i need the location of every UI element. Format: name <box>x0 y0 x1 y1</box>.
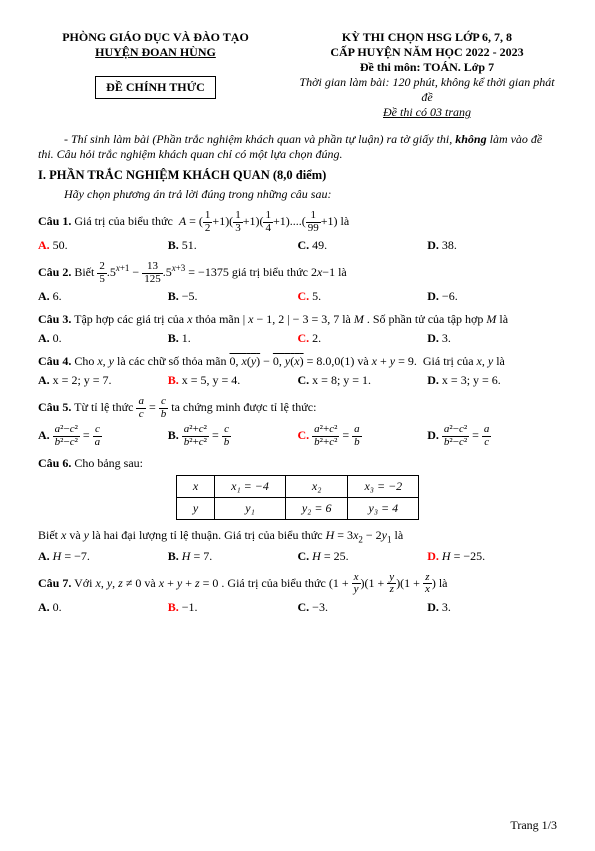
q1-options: A. 50. B. 51. C. 49. D. 38. <box>38 238 557 253</box>
q5-opt-a: A. a²−c²b²−c² = ca <box>38 424 168 448</box>
question-4: Câu 4. Cho x, y là các chữ số thỏa mãn 0… <box>38 354 557 369</box>
q6-text: Cho bảng sau: <box>74 456 143 470</box>
q6-label: Câu 6. <box>38 456 71 470</box>
q3-opt-d: D. 3. <box>427 331 557 346</box>
q5-label: Câu 5. <box>38 400 71 414</box>
q7-opt-b: B. −1. <box>168 600 298 615</box>
section-1-title: I. PHẦN TRẮC NGHIỆM KHÁCH QUAN (8,0 điểm… <box>38 168 557 183</box>
question-2: Câu 2. Biết 25.5x+1 − 13125.5x+3 = −1375… <box>38 261 557 285</box>
q6-cell-y3: y₃ = 4 <box>348 498 419 520</box>
q1-label: Câu 1. <box>38 214 71 228</box>
q6-line2: Biết x và y là hai đại lượng tỉ lệ thuận… <box>38 528 557 544</box>
exam-title-2: CẤP HUYỆN NĂM HỌC 2022 - 2023 <box>297 45 557 60</box>
q2-text: Biết 25.5x+1 − 13125.5x+3 = −1375 giá tr… <box>74 265 346 279</box>
q6-cell-x3: x₃ = −2 <box>348 476 419 498</box>
official-wrap: ĐỀ CHÍNH THỨC <box>38 68 273 99</box>
q6-options: A. H = −7. B. H = 7. C. H = 25. D. H = −… <box>38 549 557 564</box>
q6-cell-x1: x₁ = −4 <box>215 476 286 498</box>
header-right: KỲ THI CHỌN HSG LỚP 6, 7, 8 CẤP HUYỆN NĂ… <box>297 30 557 120</box>
question-7: Câu 7. Với x, y, z ≠ 0 và x + y + z = 0 … <box>38 572 557 596</box>
q2-opt-a: A. 6. <box>38 289 168 304</box>
q5-opt-b: B. a²+c²b²+c² = cb <box>168 424 298 448</box>
exam-title-1: KỲ THI CHỌN HSG LỚP 6, 7, 8 <box>297 30 557 45</box>
q6-opt-d: D. H = −25. <box>427 549 557 564</box>
q2-opt-d: D. −6. <box>427 289 557 304</box>
q6-opt-b: B. H = 7. <box>168 549 298 564</box>
q7-opt-a: A. 0. <box>38 600 168 615</box>
official-box: ĐỀ CHÍNH THỨC <box>95 76 216 99</box>
q4-opt-d: D. x = 3; y = 6. <box>427 373 557 388</box>
q7-opt-c: C. −3. <box>298 600 428 615</box>
q2-opt-c: C. 5. <box>298 289 428 304</box>
q6-cell-x: x <box>176 476 214 498</box>
header-left: PHÒNG GIÁO DỤC VÀ ĐÀO TẠO HUYỆN ĐOAN HÙN… <box>38 30 273 120</box>
q7-options: A. 0. B. −1. C. −3. D. 3. <box>38 600 557 615</box>
authority-line2: HUYỆN ĐOAN HÙNG <box>38 45 273 60</box>
q6-cell-y: y <box>176 498 214 520</box>
q2-opt-b: B. −5. <box>168 289 298 304</box>
question-5: Câu 5. Từ tỉ lệ thức ac = cb ta chứng mi… <box>38 396 557 420</box>
q4-options: A. x = 2; y = 7. B. x = 5, y = 4. C. x =… <box>38 373 557 388</box>
exam-duration: Thời gian làm bài: 120 phút, không kể th… <box>297 75 557 105</box>
q1-opt-a: A. 50. <box>38 238 168 253</box>
q4-opt-b: B. x = 5, y = 4. <box>168 373 298 388</box>
q4-opt-c: C. x = 8; y = 1. <box>298 373 428 388</box>
question-3: Câu 3. Tập hợp các giá trị của x thỏa mã… <box>38 312 557 327</box>
question-1: Câu 1. Giá trị của biểu thức A = (12+1)(… <box>38 210 557 234</box>
q1-opt-d: D. 38. <box>427 238 557 253</box>
q2-label: Câu 2. <box>38 265 71 279</box>
q1-text: Giá trị của biểu thức A = (12+1)(13+1)(1… <box>74 214 349 228</box>
q6-cell-y1: y₁ <box>215 498 286 520</box>
q5-opt-c: C. a²+c²b²+c² = ab <box>298 424 428 448</box>
q5-text: Từ tỉ lệ thức ac = cb ta chứng minh được… <box>74 400 316 414</box>
q6-cell-y2: y₂ = 6 <box>285 498 348 520</box>
q3-opt-c: C. 2. <box>298 331 428 346</box>
exam-pages: Đề thi có 03 trang <box>297 105 557 120</box>
q6-opt-a: A. H = −7. <box>38 549 168 564</box>
q4-text: Cho x, y là các chữ số thỏa mãn 0, x(y) … <box>74 354 505 368</box>
q2-options: A. 6. B. −5. C. 5. D. −6. <box>38 289 557 304</box>
q7-text: Với x, y, z ≠ 0 và x + y + z = 0 . Giá t… <box>74 576 447 590</box>
q4-opt-a: A. x = 2; y = 7. <box>38 373 168 388</box>
q7-label: Câu 7. <box>38 576 71 590</box>
q6-cell-x2: x₂ <box>285 476 348 498</box>
instruction: - Thí sinh làm bài (Phần trắc nghiệm khá… <box>38 132 557 162</box>
q5-opt-d: D. a²−c²b²−c² = ac <box>427 424 557 448</box>
exam-subject: Đề thi môn: TOÁN. Lớp 7 <box>297 60 557 75</box>
authority-line1: PHÒNG GIÁO DỤC VÀ ĐÀO TẠO <box>38 30 273 45</box>
q1-opt-c: C. 49. <box>298 238 428 253</box>
q3-options: A. 0. B. 1. C. 2. D. 3. <box>38 331 557 346</box>
section-1-instr: Hãy chọn phương án trả lời đúng trong nh… <box>38 187 557 202</box>
q4-label: Câu 4. <box>38 354 71 368</box>
q6-table: x x₁ = −4 x₂ x₃ = −2 y y₁ y₂ = 6 y₃ = 4 <box>176 475 419 520</box>
header: PHÒNG GIÁO DỤC VÀ ĐÀO TẠO HUYỆN ĐOAN HÙN… <box>38 30 557 120</box>
q1-opt-b: B. 51. <box>168 238 298 253</box>
q3-opt-a: A. 0. <box>38 331 168 346</box>
q3-opt-b: B. 1. <box>168 331 298 346</box>
q3-label: Câu 3. <box>38 312 71 326</box>
q7-opt-d: D. 3. <box>427 600 557 615</box>
page-footer: Trang 1/3 <box>510 818 557 833</box>
q5-options: A. a²−c²b²−c² = ca B. a²+c²b²+c² = cb C.… <box>38 424 557 448</box>
q6-opt-c: C. H = 25. <box>298 549 428 564</box>
question-6: Câu 6. Cho bảng sau: <box>38 456 557 471</box>
q3-text: Tập hợp các giá trị của x thỏa mãn | x −… <box>74 312 508 326</box>
